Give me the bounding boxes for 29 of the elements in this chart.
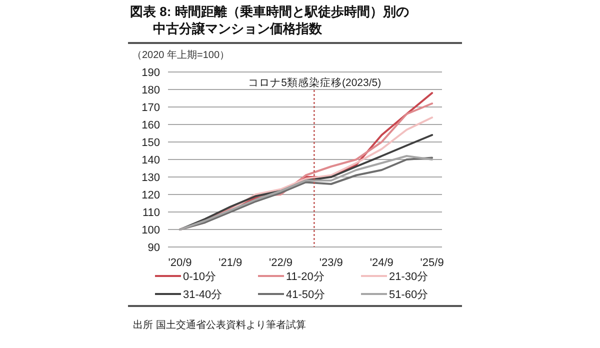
y-tick-label: 100: [142, 224, 160, 236]
legend-label: 41-50分: [286, 289, 326, 301]
x-tick-label: '23/9: [319, 257, 343, 269]
y-tick-label: 130: [142, 172, 160, 184]
legend-label: 31-40分: [183, 289, 222, 301]
y-axis-title: （2020 年上期=100）: [132, 49, 230, 61]
y-tick-label: 160: [142, 120, 160, 132]
x-tick-label: '20/9: [168, 257, 192, 269]
line-series: [179, 134, 434, 230]
chart-subtitle: 中古分譲マンション価格指数: [153, 21, 323, 36]
y-tick-label: 190: [142, 67, 160, 79]
chart-title: 図表 8: 時間距離（乗車時間と駅徒歩時間）別の: [130, 4, 409, 19]
legend-label: 0-10分: [183, 271, 216, 283]
y-tick-label: 120: [142, 190, 160, 202]
x-tick-label: '24/9: [370, 257, 394, 269]
y-tick-label: 90: [148, 242, 160, 254]
x-tick-label: '25/9: [420, 257, 444, 269]
y-tick-label: 110: [142, 207, 160, 219]
legend-label: 11-20分: [286, 271, 324, 283]
ref-line-label: コロナ5類感染症移(2023/5): [248, 76, 382, 89]
legend-label: 21-30分: [389, 271, 428, 283]
y-tick-label: 170: [142, 102, 160, 114]
y-tick-label: 180: [142, 84, 160, 96]
x-tick-label: '21/9: [218, 257, 242, 269]
y-tick-label: 150: [142, 137, 160, 149]
text: 出所 国土交通省公表資料より筆者試算: [133, 319, 306, 331]
legend-label: 51-60分: [389, 289, 428, 301]
y-tick-label: 140: [142, 154, 160, 166]
x-tick-label: '22/9: [269, 257, 293, 269]
